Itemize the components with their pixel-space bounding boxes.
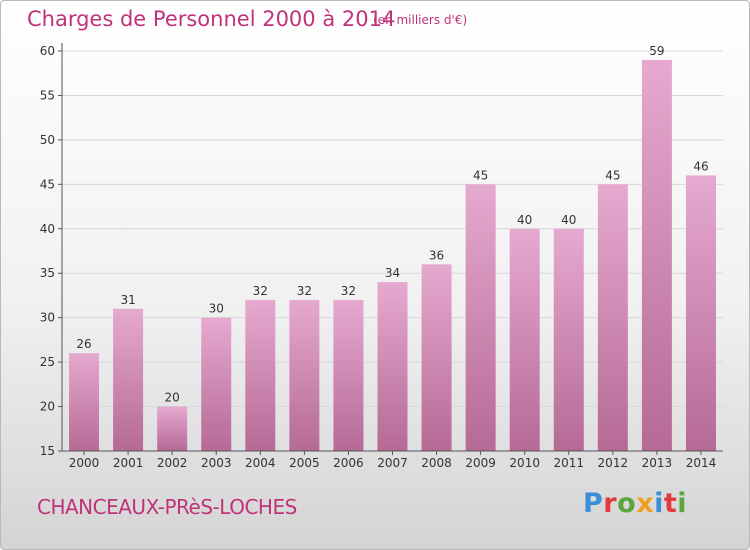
y-tick-label: 40 xyxy=(40,222,55,236)
x-tick-label-2007: 2007 xyxy=(377,456,408,470)
y-tick-label: 25 xyxy=(40,355,55,369)
bar-2014 xyxy=(685,175,716,451)
bar-2011 xyxy=(553,228,584,451)
chart-subtitle: (en milliers d'€) xyxy=(373,13,468,27)
bar-2006 xyxy=(333,299,364,451)
x-tick-label-2011: 2011 xyxy=(553,456,584,470)
bar-2003 xyxy=(201,317,232,451)
bar-2000 xyxy=(69,353,100,451)
bar-2007 xyxy=(377,282,408,451)
logo-letter: o xyxy=(617,488,637,519)
bar-2001 xyxy=(113,308,144,451)
bars xyxy=(69,59,716,452)
data-label-2005: 32 xyxy=(297,284,312,298)
x-tick-label-2003: 2003 xyxy=(201,456,232,470)
axes xyxy=(58,43,723,455)
data-label-2009: 45 xyxy=(473,168,488,182)
x-tick-label-2002: 2002 xyxy=(157,456,188,470)
y-tick-label: 60 xyxy=(40,44,55,58)
logo-letter: P xyxy=(583,488,604,519)
y-tick-label: 20 xyxy=(40,400,55,414)
logo-letter: t xyxy=(663,488,678,519)
data-label-2002: 20 xyxy=(165,391,180,405)
y-tick-label: 50 xyxy=(40,133,55,147)
bar-2009 xyxy=(465,184,496,452)
bar-2005 xyxy=(289,299,320,451)
y-tick-label: 15 xyxy=(40,444,55,458)
bar-2008 xyxy=(421,264,452,451)
bar-2002 xyxy=(157,406,188,451)
x-tick-label-2005: 2005 xyxy=(289,456,320,470)
bar-2010 xyxy=(509,228,540,451)
data-label-2007: 34 xyxy=(385,266,400,280)
data-label-2004: 32 xyxy=(253,284,268,298)
x-tick-label-2013: 2013 xyxy=(642,456,673,470)
y-tick-label: 30 xyxy=(40,311,55,325)
proxiti-logo: Proxiti xyxy=(583,488,687,519)
data-label-2001: 31 xyxy=(120,293,135,307)
x-tick-label-2014: 2014 xyxy=(686,456,717,470)
data-label-2000: 26 xyxy=(76,337,91,351)
y-tick-label: 55 xyxy=(40,88,55,102)
logo-letter: i xyxy=(677,488,688,519)
location-name: CHANCEAUX-PRèS-LOCHES xyxy=(37,495,297,519)
x-tick-label-2010: 2010 xyxy=(509,456,540,470)
data-label-2014: 46 xyxy=(693,159,708,173)
data-label-2013: 59 xyxy=(649,44,664,58)
data-label-2011: 40 xyxy=(561,213,576,227)
x-tick-label-2000: 2000 xyxy=(69,456,100,470)
y-tick-label: 45 xyxy=(40,177,55,191)
data-label-2003: 30 xyxy=(209,302,224,316)
data-label-2010: 40 xyxy=(517,213,532,227)
logo-letter: r xyxy=(603,488,618,519)
data-label-2006: 32 xyxy=(341,284,356,298)
data-label-2012: 45 xyxy=(605,168,620,182)
logo-letter: x xyxy=(636,488,655,519)
x-tick-label-2009: 2009 xyxy=(465,456,496,470)
logo-letter: i xyxy=(654,488,664,519)
data-label-2008: 36 xyxy=(429,248,444,262)
x-tick-label-2008: 2008 xyxy=(421,456,452,470)
x-tick-label-2012: 2012 xyxy=(598,456,629,470)
y-tick-label: 35 xyxy=(40,266,55,280)
x-tick-label-2001: 2001 xyxy=(113,456,144,470)
bar-2012 xyxy=(597,184,628,452)
bar-2013 xyxy=(641,59,672,452)
x-tick-label-2004: 2004 xyxy=(245,456,276,470)
labels: 15 20 25 30 35 40 45 50 55 60 26 2000 31 2001 20 2002 30… xyxy=(40,44,717,470)
x-tick-label-2006: 2006 xyxy=(333,456,364,470)
bar-2004 xyxy=(245,299,276,451)
chart-title: Charges de Personnel 2000 à 2014 xyxy=(27,7,396,31)
